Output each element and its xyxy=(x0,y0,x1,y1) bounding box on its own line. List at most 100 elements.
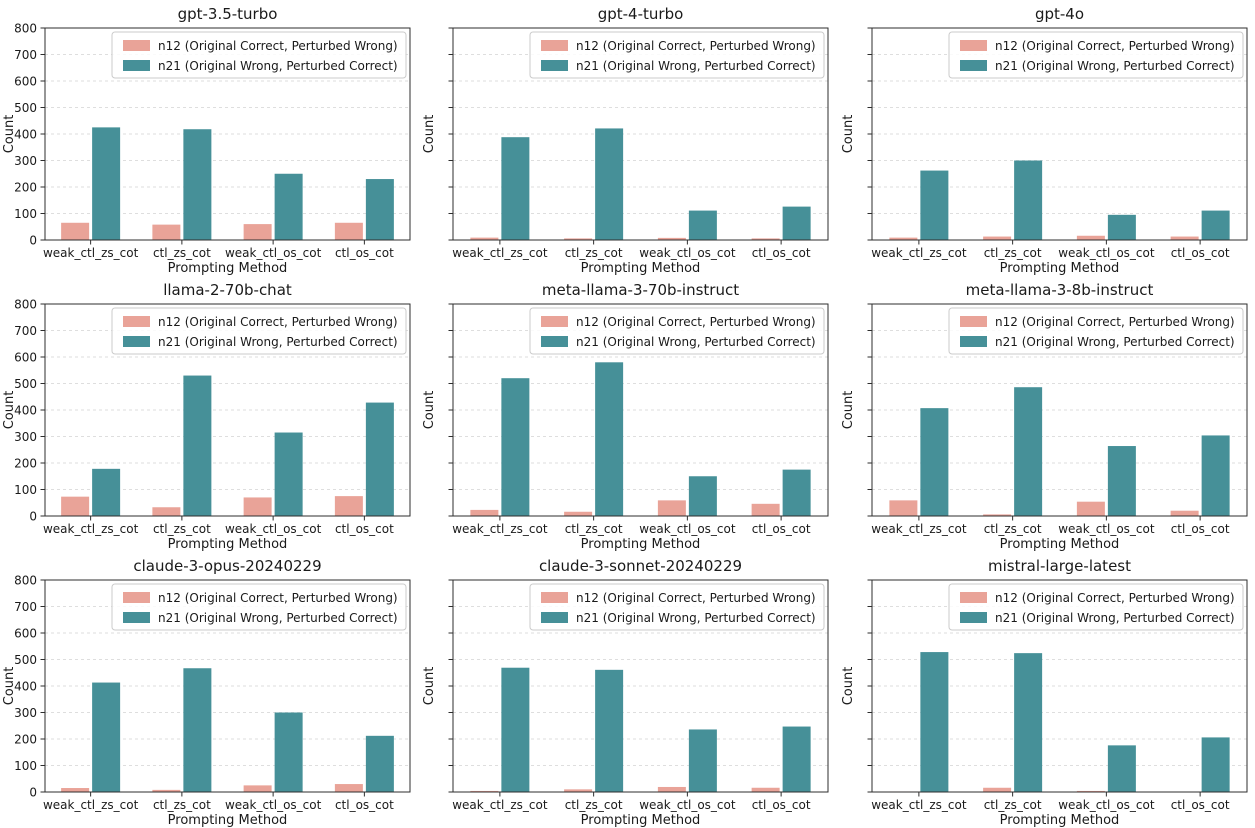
subplot-claude-3-sonnet-20240229: weak_ctl_zs_cot ctl_zs_cot weak_ctl_os_cot… xyxy=(418,552,836,828)
bar-n12-ctl_os_cot xyxy=(334,222,363,240)
x-tick-label: ctl_zs_cot xyxy=(983,798,1041,812)
legend-box xyxy=(529,583,825,631)
x-tick-label: ctl_os_cot xyxy=(752,522,811,536)
x-tick-label: weak_ctl_zs_cot xyxy=(871,522,967,536)
bar-n21-weak_ctl_zs_cot xyxy=(92,682,121,792)
legend-swatch-n21 xyxy=(123,612,150,623)
bar-n21-weak_ctl_zs_cot xyxy=(501,378,530,516)
x-tick-label: weak_ctl_os_cot xyxy=(640,522,737,536)
x-axis-label: Prompting Method xyxy=(999,261,1119,276)
bar-n21-weak_ctl_os_cot xyxy=(1107,745,1136,792)
legend-label-n21: n21 (Original Wrong, Perturbed Correct) xyxy=(158,59,398,73)
bar-n12-weak_ctl_zs_cot xyxy=(470,790,499,792)
x-tick-label: weak_ctl_os_cot xyxy=(225,798,322,812)
legend-box xyxy=(111,31,407,79)
x-tick-label: weak_ctl_zs_cot xyxy=(43,522,139,536)
bar-n21-ctl_os_cot xyxy=(1201,737,1230,792)
bar-n12-ctl_os_cot xyxy=(334,496,363,516)
legend-swatch-n21 xyxy=(959,60,987,71)
bar-n12-ctl_zs_cot xyxy=(982,236,1011,240)
y-tick-label: 0 xyxy=(29,234,37,248)
legend-swatch-n12 xyxy=(123,592,150,603)
chart-title: mistral-large-latest xyxy=(988,557,1131,575)
legend-label-n21: n21 (Original Wrong, Perturbed Correct) xyxy=(576,611,816,625)
y-tick-label: 200 xyxy=(14,733,37,747)
legend-label-n12: n12 (Original Correct, Perturbed Wrong) xyxy=(576,39,816,53)
y-axis-label: Count xyxy=(2,115,17,154)
y-tick-label: 600 xyxy=(14,627,37,641)
bar-n12-weak_ctl_os_cot xyxy=(243,785,272,792)
y-tick-label: 100 xyxy=(14,759,37,773)
bar-n21-weak_ctl_zs_cot xyxy=(92,127,121,240)
bar-n12-weak_ctl_zs_cot xyxy=(889,500,918,516)
y-tick-label: 100 xyxy=(14,483,37,497)
chart-title: gpt-3.5-turbo xyxy=(178,5,278,23)
legend-swatch-n21 xyxy=(123,336,150,347)
bar-n12-weak_ctl_os_cot xyxy=(658,786,687,792)
legend-swatch-n12 xyxy=(123,40,150,51)
bar-n12-weak_ctl_zs_cot xyxy=(61,222,90,240)
bar-n21-ctl_zs_cot xyxy=(183,375,212,516)
bar-n12-weak_ctl_os_cot xyxy=(1076,790,1105,792)
y-tick-label: 500 xyxy=(14,653,37,667)
y-tick-label: 700 xyxy=(14,324,37,338)
chart-gpt-4-turbo: weak_ctl_zs_cot ctl_zs_cot weak_ctl_os_cot… xyxy=(422,5,829,276)
x-axis-label: Prompting Method xyxy=(168,261,288,276)
chart-claude-3-sonnet-20240229: weak_ctl_zs_cot ctl_zs_cot weak_ctl_os_cot… xyxy=(422,557,829,828)
y-axis-label: Count xyxy=(841,667,856,706)
x-tick-label: weak_ctl_zs_cot xyxy=(453,246,549,260)
legend-box xyxy=(529,31,825,79)
x-tick-label: weak_ctl_os_cot xyxy=(225,522,322,536)
bar-n12-ctl_os_cot xyxy=(751,503,780,516)
x-tick-label: ctl_zs_cot xyxy=(983,246,1041,260)
chart-title: claude-3-opus-20240229 xyxy=(133,557,321,575)
chart-title: meta-llama-3-70b-instruct xyxy=(542,281,739,299)
x-axis-label: Prompting Method xyxy=(168,813,288,828)
bar-n21-weak_ctl_os_cot xyxy=(274,432,303,516)
x-tick-label: weak_ctl_zs_cot xyxy=(43,246,139,260)
x-tick-label: weak_ctl_zs_cot xyxy=(871,798,967,812)
y-tick-label: 500 xyxy=(14,101,37,115)
y-tick-label: 700 xyxy=(14,600,37,614)
bar-n12-weak_ctl_zs_cot xyxy=(61,788,90,792)
bar-n21-ctl_os_cot xyxy=(365,402,394,516)
bar-n21-weak_ctl_os_cot xyxy=(1107,214,1136,240)
y-axis-label: Count xyxy=(2,391,17,430)
bar-n12-weak_ctl_os_cot xyxy=(1076,235,1105,240)
x-tick-label: weak_ctl_zs_cot xyxy=(43,798,139,812)
bar-n12-ctl_zs_cot xyxy=(564,789,593,792)
x-axis-label: Prompting Method xyxy=(581,261,701,276)
x-tick-label: weak_ctl_zs_cot xyxy=(871,246,967,260)
subplot-mistral-large-latest: weak_ctl_zs_cot ctl_zs_cot weak_ctl_os_cot… xyxy=(837,552,1255,828)
bar-n21-weak_ctl_os_cot xyxy=(689,729,718,792)
bar-n12-weak_ctl_zs_cot xyxy=(470,237,499,240)
legend-label-n12: n12 (Original Correct, Perturbed Wrong) xyxy=(576,591,816,605)
legend-label-n12: n12 (Original Correct, Perturbed Wrong) xyxy=(158,591,398,605)
x-tick-label: weak_ctl_os_cot xyxy=(640,246,737,260)
y-tick-label: 200 xyxy=(14,181,37,195)
bar-n21-ctl_os_cot xyxy=(1201,435,1230,516)
bar-n12-weak_ctl_os_cot xyxy=(658,237,687,240)
legend-swatch-n12 xyxy=(959,40,987,51)
x-tick-label: weak_ctl_zs_cot xyxy=(453,522,549,536)
y-axis-label: Count xyxy=(422,391,437,430)
bar-n21-ctl_zs_cot xyxy=(183,668,212,792)
bar-n21-ctl_os_cot xyxy=(365,179,394,240)
x-tick-label: weak_ctl_os_cot xyxy=(1058,522,1155,536)
legend-label-n21: n21 (Original Wrong, Perturbed Correct) xyxy=(995,59,1235,73)
x-tick-label: ctl_os_cot xyxy=(1170,522,1229,536)
chart-llama-2-70b-chat: 0 100 200 300 400 500 600 700 800 weak_ctl_zs_cot… xyxy=(2,281,411,552)
legend-swatch-n12 xyxy=(959,592,987,603)
bar-n12-ctl_os_cot xyxy=(334,784,363,792)
bar-n21-weak_ctl_zs_cot xyxy=(920,652,949,792)
x-tick-label: ctl_os_cot xyxy=(335,246,394,260)
legend-label-n12: n12 (Original Correct, Perturbed Wrong) xyxy=(158,39,398,53)
x-axis-label: Prompting Method xyxy=(168,537,288,552)
legend-swatch-n21 xyxy=(123,60,150,71)
x-tick-label: ctl_zs_cot xyxy=(565,246,623,260)
y-tick-label: 300 xyxy=(14,706,37,720)
bar-n12-ctl_zs_cot xyxy=(152,224,181,240)
y-tick-label: 300 xyxy=(14,430,37,444)
chart-title: gpt-4-turbo xyxy=(598,5,684,23)
